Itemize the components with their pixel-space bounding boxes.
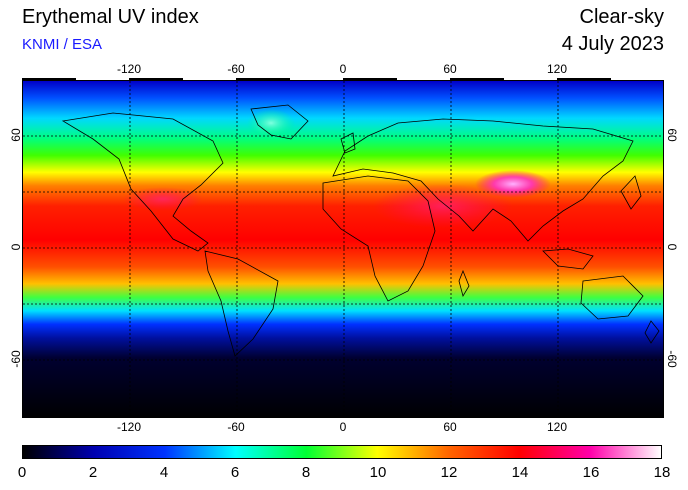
lon-label-bottom: -60	[227, 420, 245, 434]
colorbar-tick-label: 14	[511, 464, 529, 481]
lon-label-bottom: -120	[116, 420, 142, 434]
colorbar-tick-label: 6	[230, 464, 240, 481]
colorbar-gradient	[23, 446, 661, 458]
lat-label-left: -60	[9, 350, 23, 368]
colorbar-tick-label: 10	[369, 464, 387, 481]
colorbar-tick-label: 18	[653, 464, 671, 481]
data-provider: KNMI / ESA	[22, 36, 103, 53]
colorbar-tick-label: 16	[582, 464, 600, 481]
arabia-hotspot	[373, 184, 513, 228]
sky-condition: Clear-sky	[579, 6, 664, 28]
uv-map-canvas	[23, 81, 663, 417]
colorbar-tick-label: 2	[88, 464, 98, 481]
colorbar-tick-label: 8	[301, 464, 311, 481]
map-title: Erythemal UV index	[22, 6, 199, 28]
uv-colorbar	[22, 445, 662, 459]
lon-label-top: 120	[546, 62, 568, 76]
lon-label-top: -120	[116, 62, 142, 76]
graticule	[23, 81, 663, 417]
greenland-highlight	[247, 109, 295, 137]
top-edge-ticks	[22, 78, 664, 80]
lon-label-top: 60	[443, 62, 457, 76]
lat-label-right: -60	[665, 350, 679, 368]
colorbar-tick-label: 0	[17, 464, 27, 481]
uv-background	[23, 81, 663, 417]
lon-label-bottom: 0	[339, 420, 347, 434]
lon-label-bottom: 60	[443, 420, 457, 434]
lon-label-top: -60	[227, 62, 245, 76]
uv-index-map	[22, 80, 664, 418]
lat-label-right: 0	[665, 243, 679, 251]
map-date: 4 July 2023	[561, 33, 664, 55]
lat-label-right: 60	[665, 128, 679, 142]
americas-hotspot	[123, 187, 203, 211]
colorbar-tick-label: 4	[159, 464, 169, 481]
lat-label-left: 0	[9, 243, 23, 251]
coastlines	[61, 104, 660, 357]
lat-label-left: 60	[9, 128, 23, 142]
lon-label-top: 0	[339, 62, 347, 76]
lon-label-bottom: 120	[546, 420, 568, 434]
colorbar-tick-label: 12	[440, 464, 458, 481]
